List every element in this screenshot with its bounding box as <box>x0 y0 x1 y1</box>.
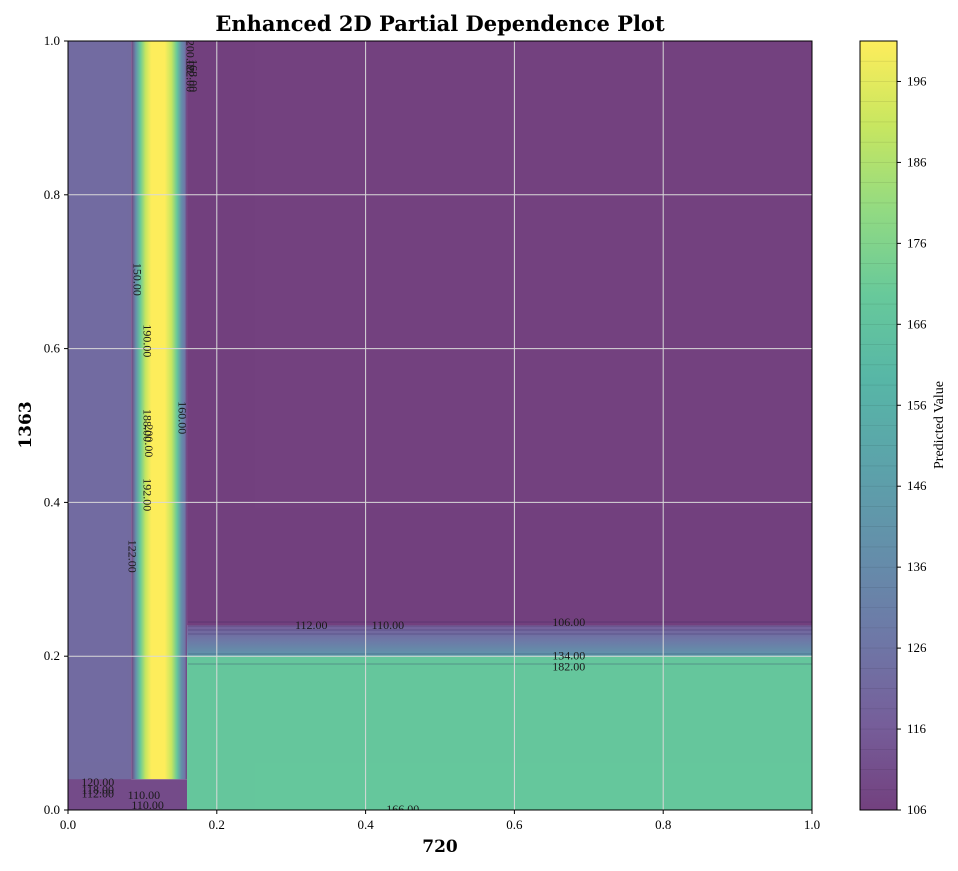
colorbar-label: Predicted Value <box>932 381 947 469</box>
colorbar-tick-label: 166 <box>907 316 927 331</box>
x-tick-label: 0.8 <box>655 817 671 832</box>
x-axis-label: 720 <box>422 837 458 857</box>
contour-label: 166.00 <box>386 802 419 816</box>
y-axis-label: 1363 <box>16 401 36 448</box>
region-middle-strip <box>187 625 812 657</box>
y-tick-label: 1.0 <box>44 33 60 48</box>
contour-label: 112.00 <box>81 786 114 800</box>
contour-label: 110.00 <box>128 788 161 802</box>
contour-label: 200.00 <box>184 40 198 73</box>
x-axis-ticks: 0.0 0.2 0.4 0.6 0.8 1.0 <box>60 810 820 832</box>
contour-label: 134.00 <box>552 649 585 663</box>
colorbar-tick-label: 146 <box>907 478 927 493</box>
contour-label: 112.00 <box>295 618 328 632</box>
colorbar-tick-label: 126 <box>907 640 927 655</box>
contour-lines <box>188 621 812 665</box>
x-tick-label: 0.0 <box>60 817 76 832</box>
x-tick-label: 0.2 <box>209 817 225 832</box>
colorbar-gradient <box>860 41 897 810</box>
y-tick-label: 0.0 <box>44 802 60 817</box>
region-bottom-left-strip <box>68 779 188 810</box>
contour-label: 118.00 <box>81 783 114 797</box>
contour-label: 190.00 <box>140 324 154 357</box>
y-tick-label: 0.2 <box>44 648 60 663</box>
y-tick-label: 0.4 <box>44 494 61 509</box>
contour-label: 160.00 <box>175 401 189 434</box>
colorbar-tick-label: 196 <box>907 73 927 88</box>
chart-title: Enhanced 2D Partial Dependence Plot <box>215 11 665 36</box>
contour-label: 106.00 <box>552 615 585 629</box>
colorbar-tick-label: 176 <box>907 235 927 250</box>
contour-label: 120.00 <box>81 775 114 789</box>
region-lower-right-region <box>187 656 812 810</box>
colorbar-tick-label: 156 <box>907 397 927 412</box>
colorbar-tick-label: 186 <box>907 154 927 169</box>
x-tick-label: 0.4 <box>357 817 374 832</box>
x-tick-label: 0.6 <box>506 817 523 832</box>
contour-label: 188.00 <box>140 409 154 442</box>
plot-frame <box>67 40 813 811</box>
colorbar-bands <box>860 60 897 791</box>
contour-label: 182.00 <box>552 659 585 673</box>
region-right-upper-region <box>187 41 812 626</box>
region-left-band <box>68 41 132 810</box>
colorbar: 106 116 126 136 146 156 166 176 186 196 Predicted… <box>859 40 947 817</box>
contour-label: 122.00 <box>125 540 139 573</box>
y-axis-ticks: 0.0 0.2 0.4 0.6 0.8 1.0 <box>44 33 68 817</box>
y-tick-label: 0.6 <box>44 341 61 356</box>
colorbar-tick-label: 136 <box>907 559 927 574</box>
contour-label: 150.00 <box>131 263 145 296</box>
colorbar-tick-label: 106 <box>907 802 927 817</box>
colorbar-ticks: 106 116 126 136 146 156 166 176 186 196 <box>897 73 927 817</box>
contour-label: 110.00 <box>372 618 405 632</box>
colorbar-frame <box>859 40 898 811</box>
colorbar-tick-label: 116 <box>907 721 927 736</box>
y-tick-label: 0.8 <box>44 187 60 202</box>
grid-lines <box>68 41 812 810</box>
contour-label: 110.00 <box>131 798 164 812</box>
contour-label: 168.00 <box>186 59 200 92</box>
contour-label: 122.00 <box>184 59 198 92</box>
contour-label: 192.00 <box>140 478 154 511</box>
contour-label: 200.00 <box>142 424 156 457</box>
x-tick-label: 1.0 <box>804 817 820 832</box>
